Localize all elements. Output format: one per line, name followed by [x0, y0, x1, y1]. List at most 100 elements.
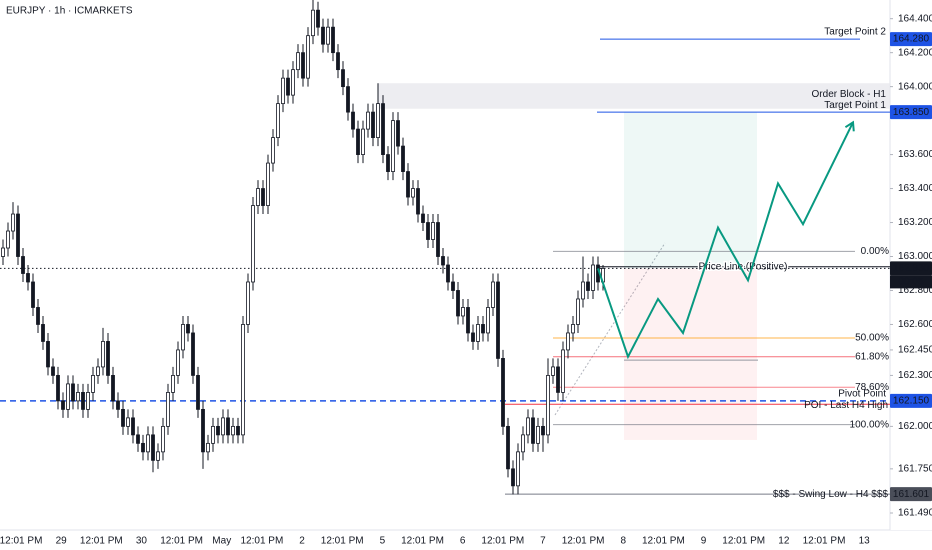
candle-body — [481, 324, 485, 334]
candle-body — [116, 400, 120, 410]
candle-body — [191, 332, 195, 376]
level-name: Target Point 2 — [824, 27, 886, 38]
candle-body — [571, 324, 575, 334]
candle-body — [371, 111, 375, 138]
level-name: Target Point 1 — [824, 100, 886, 111]
candle-body — [336, 52, 340, 71]
candle-body — [586, 281, 590, 291]
candle-body — [221, 417, 225, 436]
candle-body — [131, 417, 135, 436]
y-tick-label: 162.300 — [898, 370, 932, 381]
candle-body — [506, 425, 510, 470]
candle-body — [11, 213, 15, 232]
y-tick-label: 163.400 — [898, 183, 932, 194]
candle-body — [456, 290, 460, 317]
candle-body — [521, 434, 525, 453]
candle-body — [436, 222, 440, 257]
candle-body — [426, 222, 430, 240]
candle-body — [141, 442, 145, 453]
candle-body — [306, 35, 310, 79]
x-tick-label: 12:01 PM — [240, 536, 283, 547]
candle-body — [396, 120, 400, 147]
y-tick-label: 162.800 — [898, 285, 932, 296]
x-tick-label: 12:01 PM — [722, 536, 765, 547]
candle-body — [346, 86, 350, 113]
candle-body — [516, 451, 520, 487]
candle-body — [526, 417, 530, 436]
candle-body — [286, 77, 290, 96]
projection-arrow — [844, 120, 855, 132]
candle-body — [501, 358, 505, 427]
candle-body — [61, 400, 65, 410]
level-name: Pivot Point — [838, 389, 886, 400]
candle-body — [261, 188, 265, 206]
candle-body — [531, 417, 535, 444]
candle-body — [376, 103, 380, 138]
candle-body — [76, 392, 80, 402]
price-tag — [890, 32, 932, 47]
candle-body — [566, 332, 570, 351]
candle-body — [216, 425, 220, 436]
candle-body — [276, 103, 280, 138]
candle-body — [406, 171, 410, 198]
candle-body — [156, 451, 160, 461]
fib-label: 50.00% — [855, 333, 889, 344]
candle-body — [556, 366, 560, 393]
candle-body — [366, 111, 370, 130]
level-name: Price Line (Positive) — [699, 261, 788, 272]
candle-body — [66, 383, 70, 410]
candle-body — [91, 375, 95, 393]
x-tick-label: 12:01 PM — [481, 536, 524, 547]
countdown: 00:05 — [898, 277, 923, 288]
x-tick-label: 12:01 PM — [321, 536, 364, 547]
candle-body — [81, 392, 85, 410]
candle-body — [151, 434, 155, 461]
candle-body — [471, 332, 475, 342]
order-block-label: Order Block - H1 — [812, 89, 887, 100]
candle-body — [416, 188, 420, 215]
candle-body — [351, 111, 355, 130]
candle-body — [101, 341, 105, 368]
candle-body — [361, 128, 365, 155]
candle-body — [561, 349, 565, 393]
x-tick-label: 7 — [540, 536, 546, 547]
level-name: $$$ - Swing Low - H4 $$$ — [773, 489, 889, 500]
candle-body — [236, 425, 240, 436]
x-tick-label: 8 — [620, 536, 626, 547]
candle-body — [326, 26, 330, 45]
candle-body — [411, 188, 415, 198]
y-tick-label: 163.200 — [898, 217, 932, 228]
candle-body — [41, 324, 45, 342]
y-tick-label: 163.600 — [898, 149, 932, 160]
candle-body — [206, 442, 210, 453]
price-tag — [890, 487, 932, 502]
candle-body — [51, 366, 55, 376]
price-tag-label: 164.280 — [893, 34, 930, 45]
x-tick-label: 12:01 PM — [0, 536, 42, 547]
fib-label: 78.60% — [855, 382, 889, 393]
candle-body — [581, 281, 585, 300]
y-tick-label: 161.490 — [898, 508, 932, 519]
y-tick-label: 161.750 — [898, 463, 932, 474]
candle-body — [541, 425, 545, 436]
candle-body — [126, 417, 130, 427]
candle-body — [111, 375, 115, 402]
y-tick-label: 164.200 — [898, 47, 932, 58]
x-tick-label: 12:01 PM — [160, 536, 203, 547]
candle-body — [291, 69, 295, 96]
candle-body — [466, 307, 470, 334]
price-tag-label: 163.850 — [893, 107, 930, 118]
x-tick-label: 12:01 PM — [401, 536, 444, 547]
candle-body — [201, 408, 205, 453]
candle-body — [576, 298, 580, 325]
x-tick-label: 12:01 PM — [80, 536, 123, 547]
candle-body — [401, 145, 405, 172]
projection-path — [597, 121, 854, 360]
x-tick-label: 30 — [136, 536, 148, 547]
candle-body — [451, 281, 455, 291]
loss-zone — [624, 268, 757, 440]
candle-body — [71, 383, 75, 402]
y-tick-label: 162.000 — [898, 421, 932, 432]
